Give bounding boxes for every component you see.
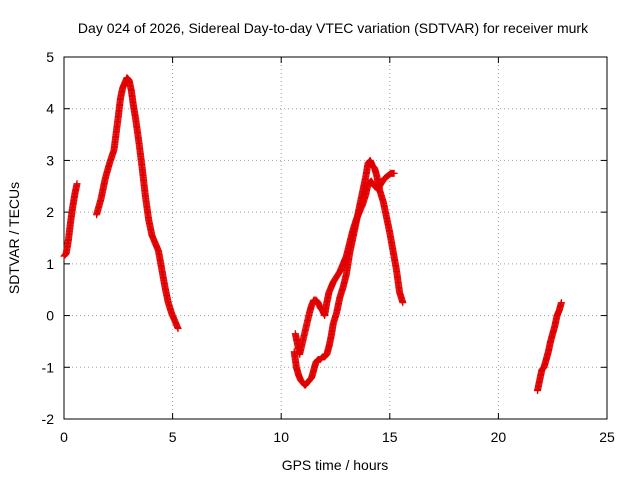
x-tick-label: 15 [382, 429, 398, 445]
y-tick-label: 4 [46, 101, 54, 117]
x-tick-label: 0 [60, 429, 68, 445]
grid-lines [64, 57, 607, 419]
y-tick-label: 2 [46, 204, 54, 220]
data-points [60, 74, 565, 395]
y-tick-label: 0 [46, 308, 54, 324]
chart-title: Day 024 of 2026, Sidereal Day-to-day VTE… [78, 20, 589, 36]
x-tick-label: 25 [599, 429, 615, 445]
x-tick-label: 10 [273, 429, 289, 445]
y-tick-label: 5 [46, 49, 54, 65]
data-point [390, 169, 398, 177]
y-tick-label: 3 [46, 152, 54, 168]
x-tick-label: 5 [169, 429, 177, 445]
y-tick-label: -2 [42, 411, 55, 427]
data-point [174, 325, 182, 332]
y-tick-label: -1 [42, 359, 55, 375]
y-tick-label: 1 [46, 256, 54, 272]
data-point [73, 180, 81, 188]
y-axis-label: SDTVAR / TECUs [6, 182, 22, 294]
data-point [399, 299, 407, 307]
x-tick-label: 20 [491, 429, 507, 445]
x-axis-label: GPS time / hours [282, 457, 389, 473]
axis-ticks: 0 5 10 15 20 25 -2 -1 0 1 2 3 4 5 [42, 49, 615, 445]
plot-frame [63, 56, 608, 420]
data-point [557, 299, 565, 307]
